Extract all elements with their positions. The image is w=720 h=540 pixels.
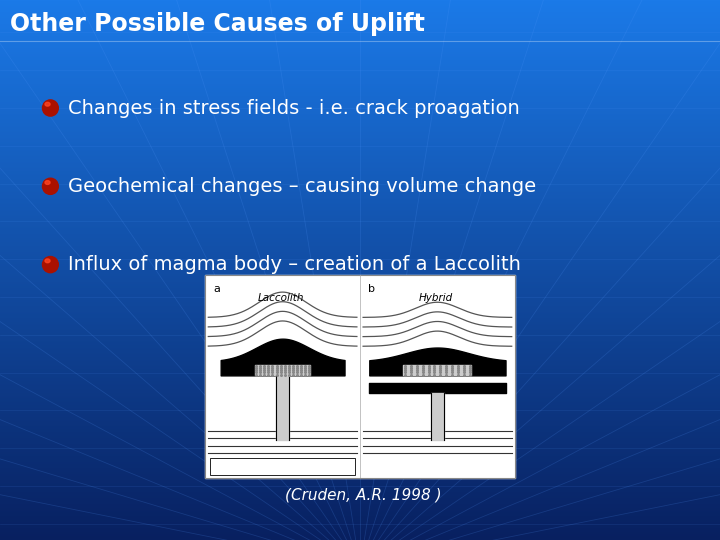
Text: Laccolith: Laccolith <box>258 293 305 303</box>
Ellipse shape <box>45 180 50 184</box>
Ellipse shape <box>42 100 58 116</box>
Text: (Cruden, A.R. 1998 ): (Cruden, A.R. 1998 ) <box>285 488 442 503</box>
Ellipse shape <box>42 178 58 194</box>
Bar <box>210 457 356 475</box>
Text: b: b <box>368 284 374 294</box>
Text: Changes in stress fields - i.e. crack proagation: Changes in stress fields - i.e. crack pr… <box>68 98 520 118</box>
Ellipse shape <box>45 259 50 263</box>
Text: Geochemical changes – causing volume change: Geochemical changes – causing volume cha… <box>68 177 536 196</box>
Text: a: a <box>213 284 220 294</box>
Text: Roof Lifting: Roof Lifting <box>231 462 290 471</box>
Ellipse shape <box>45 102 50 106</box>
Bar <box>205 275 515 478</box>
Bar <box>205 275 515 478</box>
Text: Influx of magma body – creation of a Laccolith: Influx of magma body – creation of a Lac… <box>68 255 521 274</box>
Ellipse shape <box>42 256 58 273</box>
Text: Other Possible Causes of Uplift: Other Possible Causes of Uplift <box>10 12 425 36</box>
Text: Hybrid: Hybrid <box>419 293 453 303</box>
